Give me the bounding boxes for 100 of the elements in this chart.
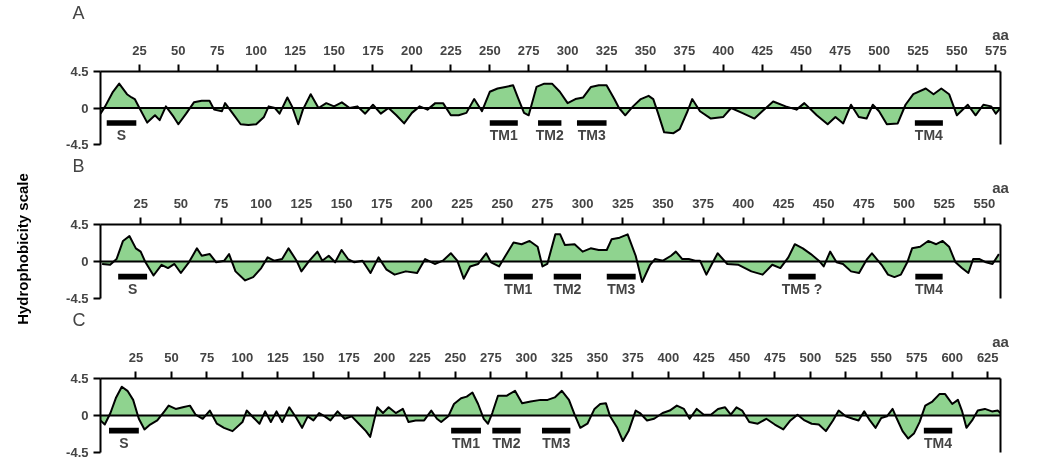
band-label: TM3 bbox=[542, 435, 571, 452]
band-label: TM1 bbox=[489, 127, 518, 144]
x-tick-label: 475 bbox=[763, 349, 786, 365]
x-tick-label: 550 bbox=[973, 195, 996, 211]
band-label: TM5 ? bbox=[781, 281, 823, 298]
band-label: TM3 bbox=[577, 127, 606, 144]
y-tick-label: 0 bbox=[81, 254, 89, 269]
x-tick-label: 75 bbox=[210, 42, 225, 58]
x-tick-label: 200 bbox=[373, 349, 396, 365]
x-tick-label: 150 bbox=[302, 349, 325, 365]
x-tick-label: 225 bbox=[440, 42, 462, 58]
x-axis-title: aa bbox=[992, 25, 1010, 43]
x-tick-label: 100 bbox=[231, 349, 254, 365]
x-tick-label: 125 bbox=[267, 349, 289, 365]
y-tick-label: 4.5 bbox=[70, 217, 89, 232]
x-tick-label: 525 bbox=[834, 349, 857, 365]
y-tick-label: -4.5 bbox=[66, 291, 89, 306]
x-tick-label: 550 bbox=[946, 42, 968, 58]
x-tick-label: 550 bbox=[870, 349, 893, 365]
x-tick-label: 425 bbox=[692, 349, 715, 365]
x-tick-label: 525 bbox=[907, 42, 929, 58]
x-tick-label: 375 bbox=[621, 349, 644, 365]
x-tick-label: 475 bbox=[853, 195, 875, 211]
x-tick-label: 275 bbox=[480, 349, 502, 365]
x-tick-label: 500 bbox=[799, 349, 822, 365]
x-tick-label: 225 bbox=[451, 195, 473, 211]
x-tick-label: 175 bbox=[362, 42, 384, 58]
x-tick-label: 75 bbox=[199, 349, 215, 365]
band-label: TM1 bbox=[452, 435, 481, 452]
y-tick-label: -4.5 bbox=[66, 137, 89, 152]
x-tick-label: 25 bbox=[133, 195, 148, 211]
band-label: S bbox=[116, 127, 127, 144]
x-tick-label: 25 bbox=[132, 42, 147, 58]
x-tick-label: 300 bbox=[556, 42, 579, 58]
x-tick-label: 325 bbox=[595, 42, 618, 58]
x-tick-label: 500 bbox=[893, 195, 915, 211]
chart-title: B bbox=[72, 155, 85, 176]
x-tick-label: 175 bbox=[338, 349, 360, 365]
y-tick-label: 0 bbox=[81, 100, 89, 116]
x-tick-label: 475 bbox=[829, 42, 851, 58]
x-axis-title: aa bbox=[992, 178, 1010, 196]
y-tick-label: 4.5 bbox=[70, 64, 89, 79]
x-tick-label: 375 bbox=[673, 42, 696, 58]
band-label: TM1 bbox=[504, 281, 533, 298]
x-axis-title: aa bbox=[992, 332, 1010, 350]
x-tick-label: 450 bbox=[812, 195, 835, 211]
y-axis-title: Hydrophobicity scale bbox=[14, 173, 31, 325]
x-tick-label: 150 bbox=[323, 42, 345, 58]
x-tick-label: 400 bbox=[657, 349, 680, 365]
x-tick-label: 375 bbox=[692, 195, 715, 211]
x-tick-label: 450 bbox=[790, 42, 813, 58]
band-label: TM4 bbox=[914, 127, 944, 144]
x-tick-label: 50 bbox=[171, 42, 186, 58]
x-tick-label: 575 bbox=[984, 42, 1007, 58]
y-tick-label: -4.5 bbox=[66, 445, 89, 460]
x-tick-label: 175 bbox=[370, 195, 393, 211]
band-label: TM4 bbox=[914, 281, 944, 298]
x-tick-label: 300 bbox=[515, 349, 538, 365]
x-tick-label: 400 bbox=[712, 42, 735, 58]
y-tick-label: 4.5 bbox=[70, 371, 89, 386]
x-tick-label: 200 bbox=[401, 42, 423, 58]
x-tick-label: 300 bbox=[571, 195, 594, 211]
x-tick-label: 400 bbox=[732, 195, 755, 211]
x-tick-label: 625 bbox=[976, 349, 999, 365]
x-tick-label: 450 bbox=[728, 349, 751, 365]
x-tick-label: 325 bbox=[611, 195, 634, 211]
x-tick-label: 575 bbox=[905, 349, 928, 365]
x-tick-label: 425 bbox=[751, 42, 774, 58]
band-label: TM2 bbox=[535, 127, 564, 144]
x-tick-label: 600 bbox=[941, 349, 964, 365]
chart-title: C bbox=[72, 309, 86, 330]
x-tick-label: 50 bbox=[173, 195, 189, 211]
x-tick-label: 275 bbox=[517, 42, 540, 58]
x-tick-label: 100 bbox=[250, 195, 273, 211]
x-tick-label: 200 bbox=[411, 195, 433, 211]
x-tick-label: 125 bbox=[290, 195, 313, 211]
x-tick-label: 275 bbox=[531, 195, 554, 211]
x-tick-label: 225 bbox=[409, 349, 431, 365]
band-label: TM2 bbox=[553, 281, 582, 298]
x-tick-label: 25 bbox=[128, 349, 144, 365]
band-label: S bbox=[127, 281, 138, 298]
x-tick-label: 350 bbox=[634, 42, 657, 58]
x-tick-label: 525 bbox=[933, 195, 956, 211]
chart-title: A bbox=[72, 2, 85, 23]
band-label: TM2 bbox=[492, 435, 521, 452]
x-tick-label: 425 bbox=[772, 195, 795, 211]
band-label: TM4 bbox=[924, 435, 953, 452]
band-label: TM3 bbox=[607, 281, 636, 298]
x-tick-label: 100 bbox=[245, 42, 268, 58]
y-tick-label: 0 bbox=[81, 408, 89, 423]
x-tick-label: 150 bbox=[330, 195, 353, 211]
band-label: S bbox=[119, 435, 129, 452]
x-tick-label: 50 bbox=[164, 349, 179, 365]
x-tick-label: 250 bbox=[491, 195, 514, 211]
x-tick-label: 325 bbox=[551, 349, 573, 365]
x-tick-label: 350 bbox=[586, 349, 609, 365]
x-tick-label: 125 bbox=[284, 42, 306, 58]
x-tick-label: 250 bbox=[444, 349, 467, 365]
x-tick-label: 75 bbox=[213, 195, 229, 211]
x-tick-label: 350 bbox=[652, 195, 674, 211]
